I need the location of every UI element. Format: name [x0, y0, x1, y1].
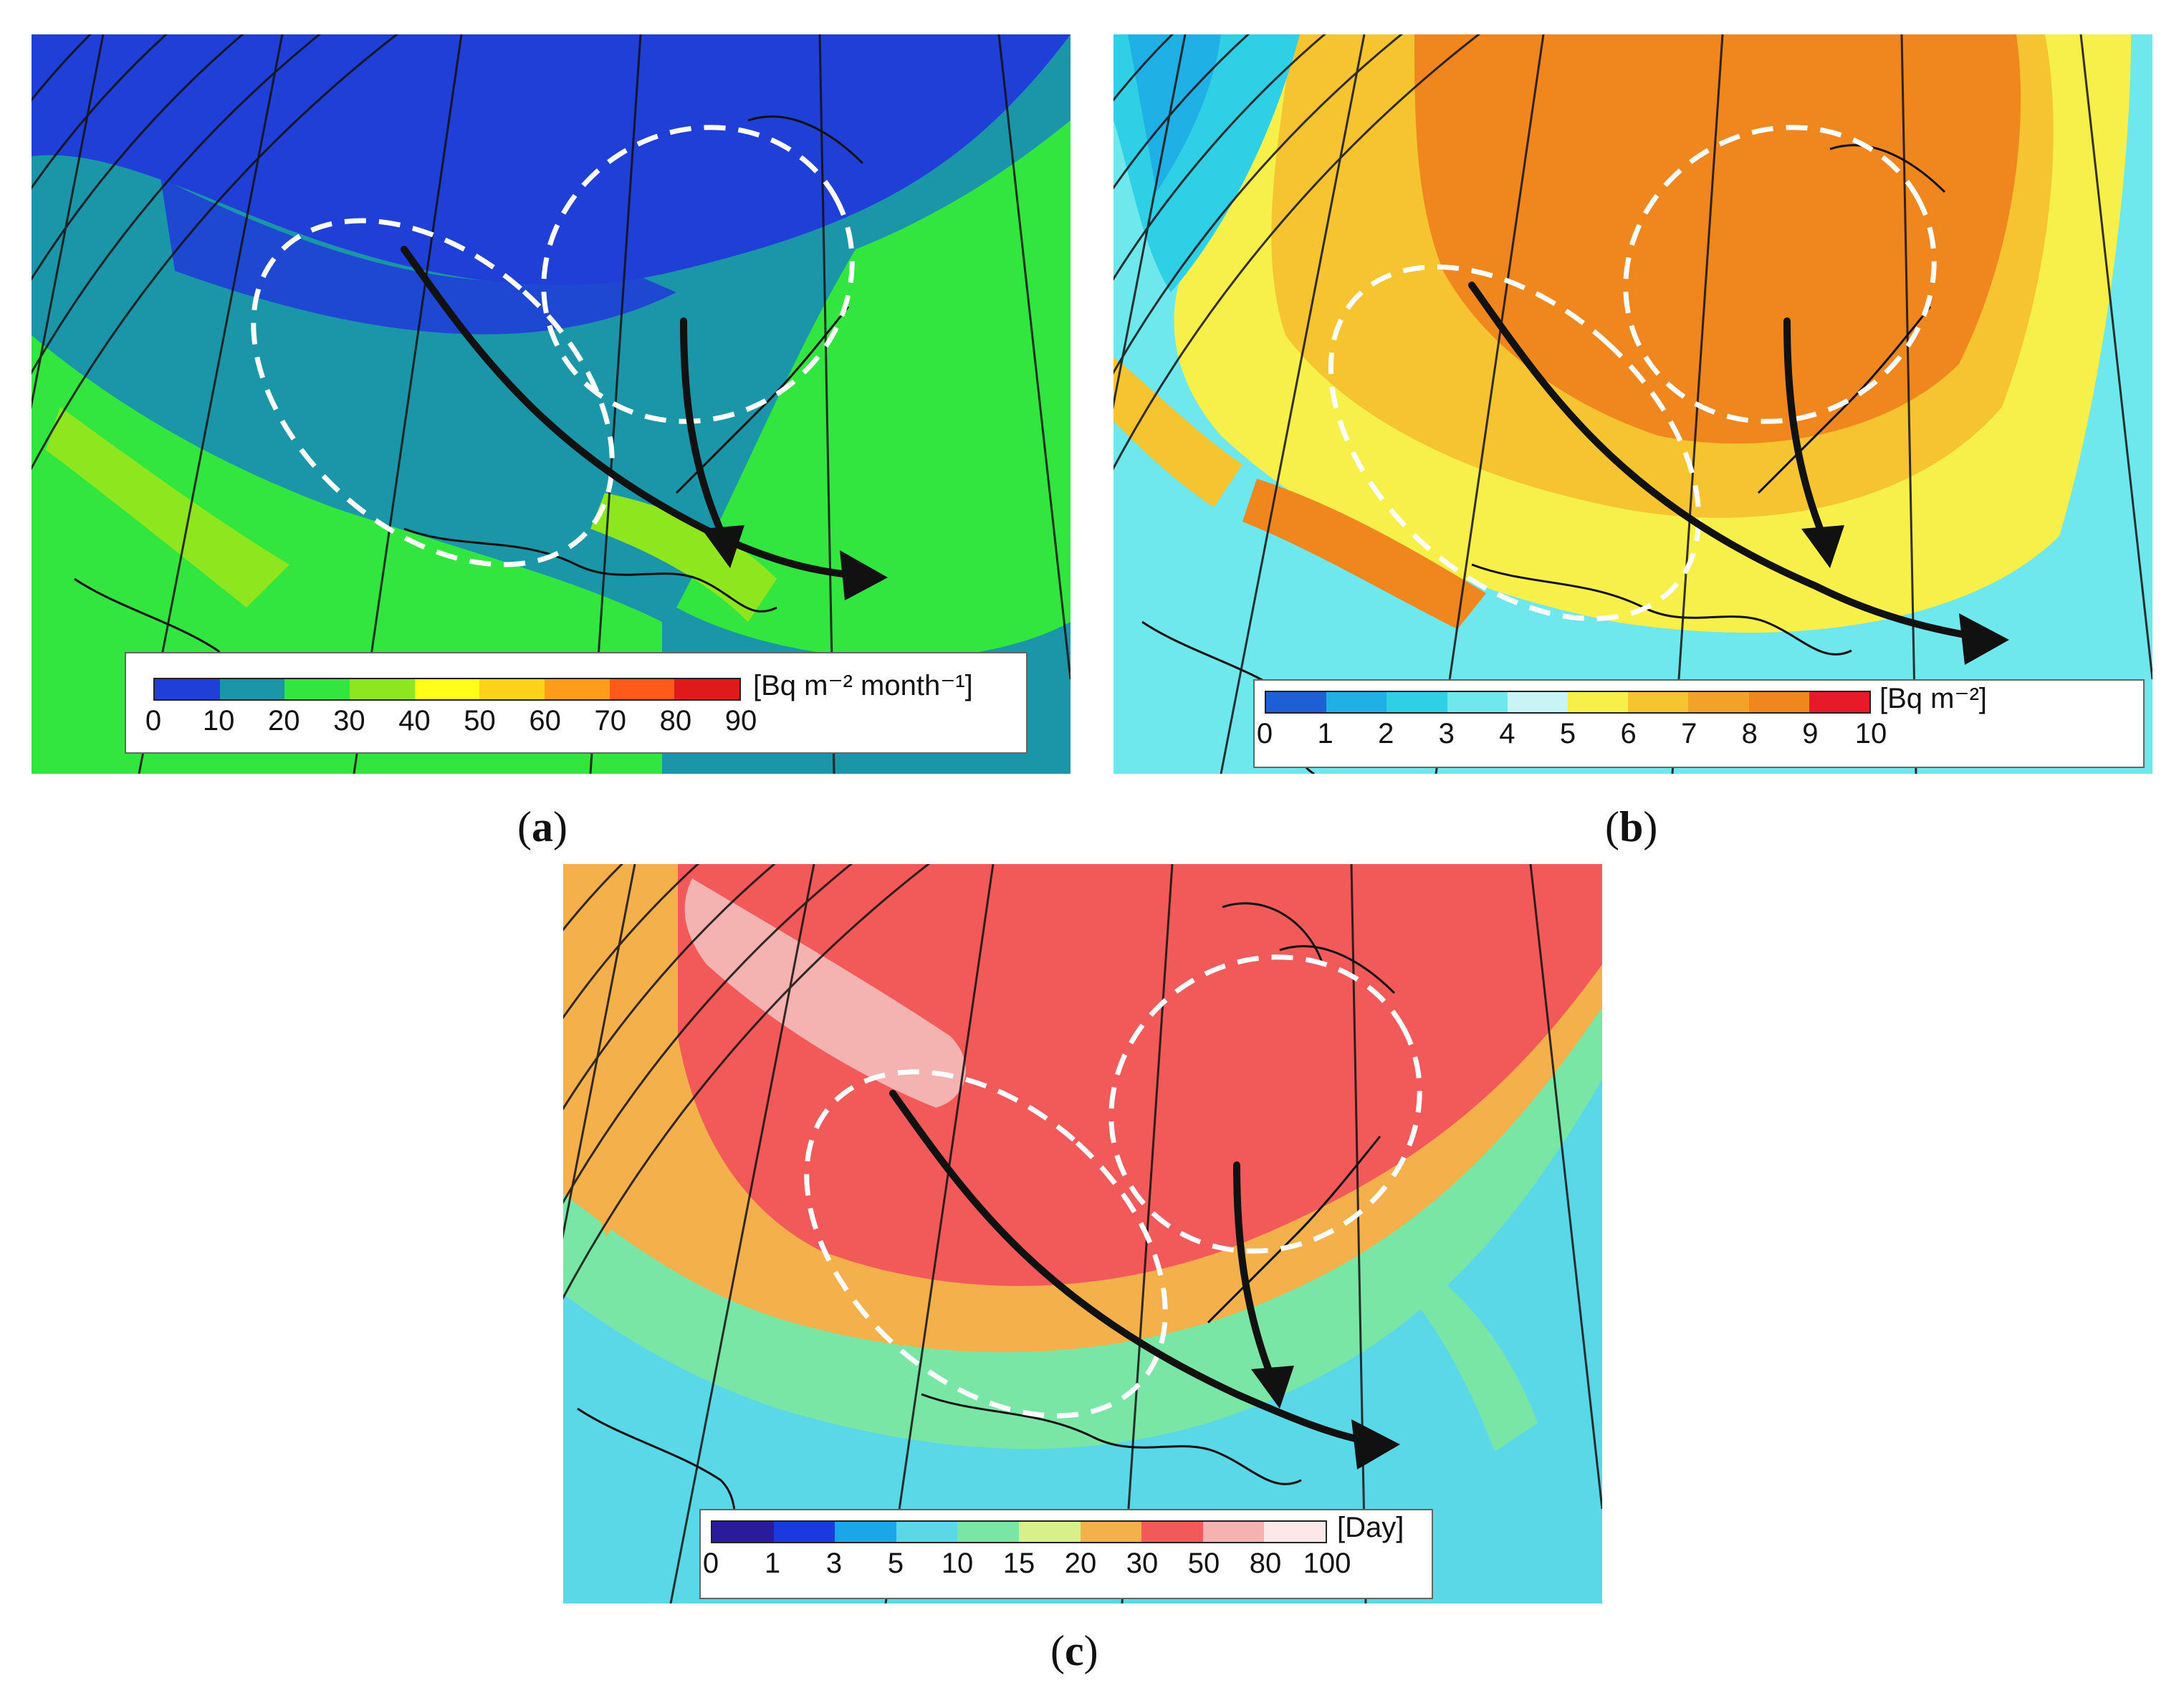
colorbar-segment — [545, 679, 610, 699]
colorbar-tick-label: 70 — [594, 705, 627, 737]
colorbar-segment — [1080, 1522, 1142, 1542]
caption-close-c: ) — [1083, 1627, 1098, 1674]
colorbar-segment — [609, 679, 675, 699]
colorbar-tick-label: 20 — [1064, 1548, 1097, 1579]
colorbar-segment — [896, 1522, 958, 1542]
colorbar-unit-a: [Bq m⁻² month⁻¹] — [753, 670, 973, 701]
colorbar-tick-label: 60 — [529, 705, 561, 737]
colorbar-tick-label: 50 — [1187, 1548, 1220, 1579]
colorbar-tick-label: 10 — [202, 705, 235, 737]
colorbar-tick-label: 15 — [1002, 1548, 1035, 1579]
caption-open-a: ( — [517, 803, 532, 850]
colorbar-tick-label: 5 — [887, 1548, 904, 1579]
colorbar-tick-label: 8 — [1741, 718, 1758, 749]
colorbar-tick-label: 100 — [1303, 1548, 1351, 1579]
deposition-map-b — [1113, 34, 2152, 774]
caption-letter-b: b — [1619, 803, 1644, 850]
caption-close-b: ) — [1643, 803, 1658, 850]
caption-letter-c: c — [1064, 1627, 1084, 1674]
colorbar-segment — [350, 679, 415, 699]
map-panel-a: [Bq m⁻² month⁻¹] 0 10 20 30 40 50 60 70 80 90 — [32, 34, 1071, 774]
caption-open-c: ( — [1050, 1627, 1065, 1674]
colorbar-tick-label: 7 — [1681, 718, 1697, 749]
colorbar-segment — [414, 679, 480, 699]
colorbar-a — [153, 678, 741, 701]
colorbar-tick-label: 30 — [1126, 1548, 1159, 1579]
colorbar-tick-label: 10 — [1854, 718, 1887, 749]
colorbar-legend-b: [Bq m⁻²] 0 1 2 3 4 5 6 7 8 9 10 — [1253, 679, 2145, 768]
colorbar-segment — [479, 679, 545, 699]
colorbar-segment — [1018, 1522, 1081, 1542]
colorbar-legend-c: [Day] 0 1 3 5 10 15 20 30 50 80 100 — [699, 1509, 1433, 1599]
map-panel-b: [Bq m⁻²] 0 1 2 3 4 5 6 7 8 9 10 — [1113, 34, 2152, 774]
colorbar-segment — [1386, 692, 1447, 712]
colorbar-tick-label: 20 — [267, 705, 300, 737]
caption-close-a: ) — [552, 803, 567, 850]
colorbar-segment — [1568, 692, 1629, 712]
colorbar-segment — [1688, 692, 1749, 712]
colorbar-segment — [1266, 692, 1327, 712]
colorbar-segment — [957, 1522, 1019, 1542]
colorbar-segment — [1202, 1522, 1265, 1542]
colorbar-segment — [773, 1522, 835, 1542]
colorbar-segment — [1628, 692, 1689, 712]
colorbar-tick-label: 0 — [145, 705, 162, 737]
colorbar-tick-label: 80 — [1249, 1548, 1282, 1579]
colorbar-tick-label: 80 — [659, 705, 692, 737]
map-panel-c: [Day] 0 1 3 5 10 15 20 30 50 80 100 — [563, 864, 1602, 1603]
colorbar-tick-label: 2 — [1378, 718, 1394, 749]
caption-open-b: ( — [1605, 803, 1619, 850]
colorbar-legend-a: [Bq m⁻² month⁻¹] 0 10 20 30 40 50 60 70 80 90 — [125, 652, 1028, 754]
colorbar-tick-label: 30 — [333, 705, 365, 737]
colorbar-tick-label: 4 — [1499, 718, 1515, 749]
colorbar-unit-c: [Day] — [1337, 1512, 1404, 1543]
colorbar-tick-label: 1 — [1317, 718, 1333, 749]
colorbar-tick-label: 9 — [1802, 718, 1819, 749]
colorbar-segment — [219, 679, 285, 699]
panel-caption-b: (b) — [1605, 802, 1657, 852]
residence-time-map-c — [563, 864, 1602, 1603]
colorbar-segment — [712, 1522, 774, 1542]
colorbar-segment — [1141, 1522, 1203, 1542]
colorbar-segment — [1748, 692, 1809, 712]
colorbar-segment — [1264, 1522, 1326, 1542]
colorbar-segment — [674, 679, 740, 699]
colorbar-tick-label: 6 — [1620, 718, 1637, 749]
colorbar-segment — [1507, 692, 1568, 712]
colorbar-segment — [1326, 692, 1387, 712]
colorbar-tick-label: 40 — [398, 705, 431, 737]
colorbar-tick-label: 3 — [825, 1548, 843, 1579]
panel-caption-c: (c) — [1050, 1626, 1098, 1676]
colorbar-tick-label: 90 — [724, 705, 757, 737]
colorbar-tick-label: 0 — [1256, 718, 1273, 749]
colorbar-tick-label: 0 — [702, 1548, 719, 1579]
colorbar-segment — [284, 679, 350, 699]
colorbar-unit-b: [Bq m⁻²] — [1879, 683, 1988, 714]
colorbar-tick-label: 3 — [1438, 718, 1455, 749]
colorbar-tick-label: 10 — [941, 1548, 974, 1579]
caption-letter-a: a — [531, 803, 553, 850]
colorbar-c — [711, 1520, 1327, 1543]
panel-caption-a: (a) — [517, 802, 567, 852]
colorbar-segment — [155, 679, 220, 699]
colorbar-segment — [1447, 692, 1508, 712]
deposition-map-a — [32, 34, 1071, 774]
colorbar-segment — [835, 1522, 896, 1542]
colorbar-tick-label: 50 — [464, 705, 496, 737]
colorbar-tick-label: 1 — [764, 1548, 781, 1579]
colorbar-b — [1265, 691, 1871, 714]
colorbar-tick-label: 5 — [1559, 718, 1576, 749]
colorbar-segment — [1809, 692, 1870, 712]
